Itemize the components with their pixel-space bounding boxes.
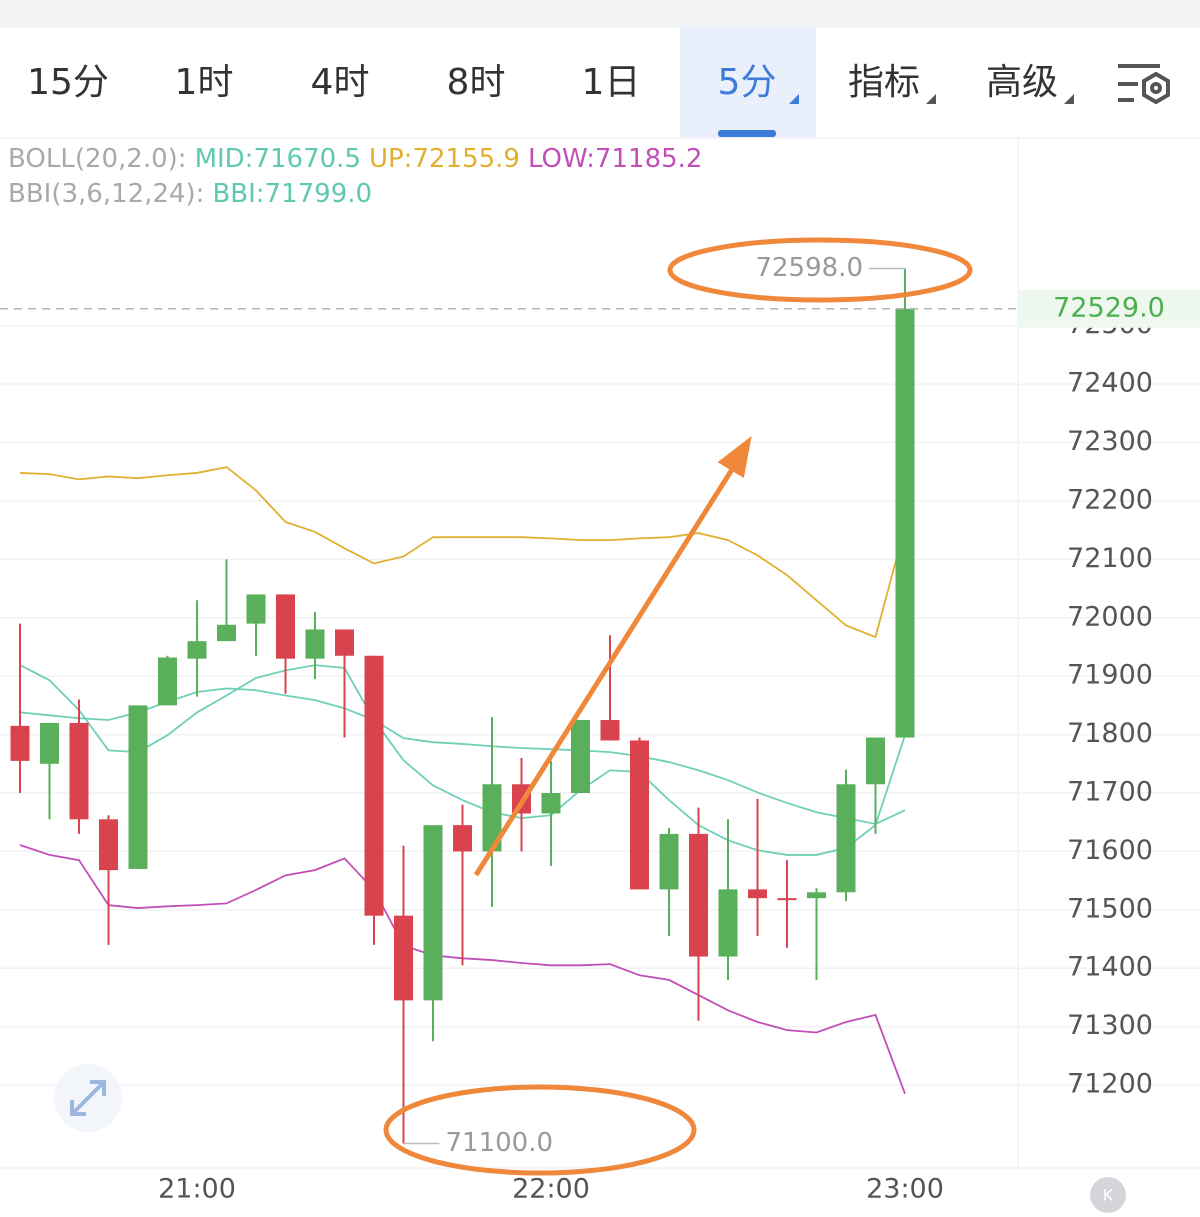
candle-body	[217, 624, 236, 642]
y-tick-label: 72000	[1067, 601, 1153, 632]
candle-body	[335, 629, 354, 656]
indicator: BOLL(20,2.0):	[8, 144, 187, 174]
candle-body	[807, 892, 826, 899]
candle-body	[158, 657, 177, 706]
max-label: 72598.0	[755, 253, 863, 283]
top-strip	[0, 0, 1200, 28]
candle-body	[364, 655, 384, 916]
y-tick-label: 72400	[1067, 368, 1153, 399]
tab[interactable]: 5分	[718, 62, 777, 103]
candle-body	[836, 784, 856, 893]
tab[interactable]: 15分	[27, 62, 109, 103]
y-tick-label: 71400	[1067, 952, 1153, 983]
candle-body	[276, 594, 295, 659]
hand-annotations	[383, 237, 973, 1176]
tab[interactable]: 4时	[311, 62, 370, 103]
indicator: MID:71670.5	[195, 144, 361, 174]
candle-body	[453, 825, 472, 852]
y-tick-label: 72100	[1067, 543, 1153, 574]
candle-body	[305, 629, 325, 659]
tab[interactable]: 1时	[175, 62, 234, 103]
y-tick-label: 71200	[1067, 1069, 1153, 1100]
tab-bar: 15分 1时 4时 8时 1日 5分 指标 高级	[27, 62, 1074, 104]
k-icon: K	[1103, 1186, 1114, 1205]
tab[interactable]: 1日	[582, 62, 641, 103]
candle-body	[128, 705, 148, 869]
active-tab-underline	[718, 130, 776, 137]
indicator: LOW:71185.2	[528, 144, 702, 174]
tab[interactable]: 8时	[447, 62, 506, 103]
candle-body	[40, 722, 59, 764]
candle-body	[718, 889, 738, 957]
candle-body	[187, 641, 207, 659]
indicator: BBI:71799.0	[212, 179, 372, 209]
tab-caret	[926, 94, 936, 104]
y-tick-label: 71300	[1067, 1010, 1153, 1041]
candle-body	[659, 833, 679, 890]
tab-caret	[789, 94, 799, 104]
tab[interactable]: 指标	[848, 62, 920, 103]
candle-body	[394, 915, 413, 1001]
candle-body	[99, 819, 118, 871]
y-tick-label: 72200	[1067, 484, 1153, 515]
indicator: BBI(3,6,12,24):	[8, 179, 204, 209]
indicator-line	[19, 466, 906, 639]
candle-body	[482, 784, 502, 852]
y-tick-label: 71700	[1067, 777, 1153, 808]
candle-body	[630, 740, 649, 890]
expand-icon	[70, 1080, 106, 1116]
k-button[interactable]	[1090, 1177, 1126, 1213]
candle-body	[571, 720, 590, 794]
plot: BOLL(20,2.0): MID:71670.5 UP:72155.9 LOW:71…	[0, 144, 1200, 1205]
candle-body	[895, 308, 915, 738]
y-tick-label: 72300	[1067, 426, 1153, 457]
current-price-label: 72529.0	[1053, 292, 1165, 323]
indicator-row: BBI(3,6,12,24): BBI:71799.0	[8, 179, 372, 209]
candle-body	[689, 833, 708, 957]
indicator-line	[19, 687, 906, 825]
tab-caret	[1064, 94, 1074, 104]
min-label: 71100.0	[446, 1128, 554, 1158]
y-tick-label: 71500	[1067, 893, 1153, 924]
y-tick-label: 71800	[1067, 718, 1153, 749]
y-tick-label: 71600	[1067, 835, 1153, 866]
y-tick-label: 71900	[1067, 660, 1153, 691]
candle-body	[423, 825, 443, 1001]
x-tick-label: 21:00	[158, 1174, 236, 1205]
candle-body	[748, 889, 767, 899]
x-tick-label: 23:00	[866, 1174, 944, 1205]
candle-body	[10, 725, 30, 761]
candle-body	[866, 737, 885, 785]
indicator-row: BOLL(20,2.0): MID:71670.5 UP:72155.9 LOW:71…	[8, 144, 702, 174]
active-tab-bg	[680, 28, 816, 138]
candle-body	[600, 720, 620, 741]
settings-icon[interactable]	[1118, 64, 1170, 105]
current-price-bg	[1018, 289, 1200, 328]
candle-body	[246, 594, 266, 624]
candle-body	[777, 898, 797, 901]
indicator: UP:72155.9	[369, 144, 520, 174]
candle-body	[69, 722, 89, 820]
x-tick-label: 22:00	[512, 1174, 590, 1205]
tab[interactable]: 高级	[986, 62, 1058, 103]
candle-body	[541, 793, 561, 814]
